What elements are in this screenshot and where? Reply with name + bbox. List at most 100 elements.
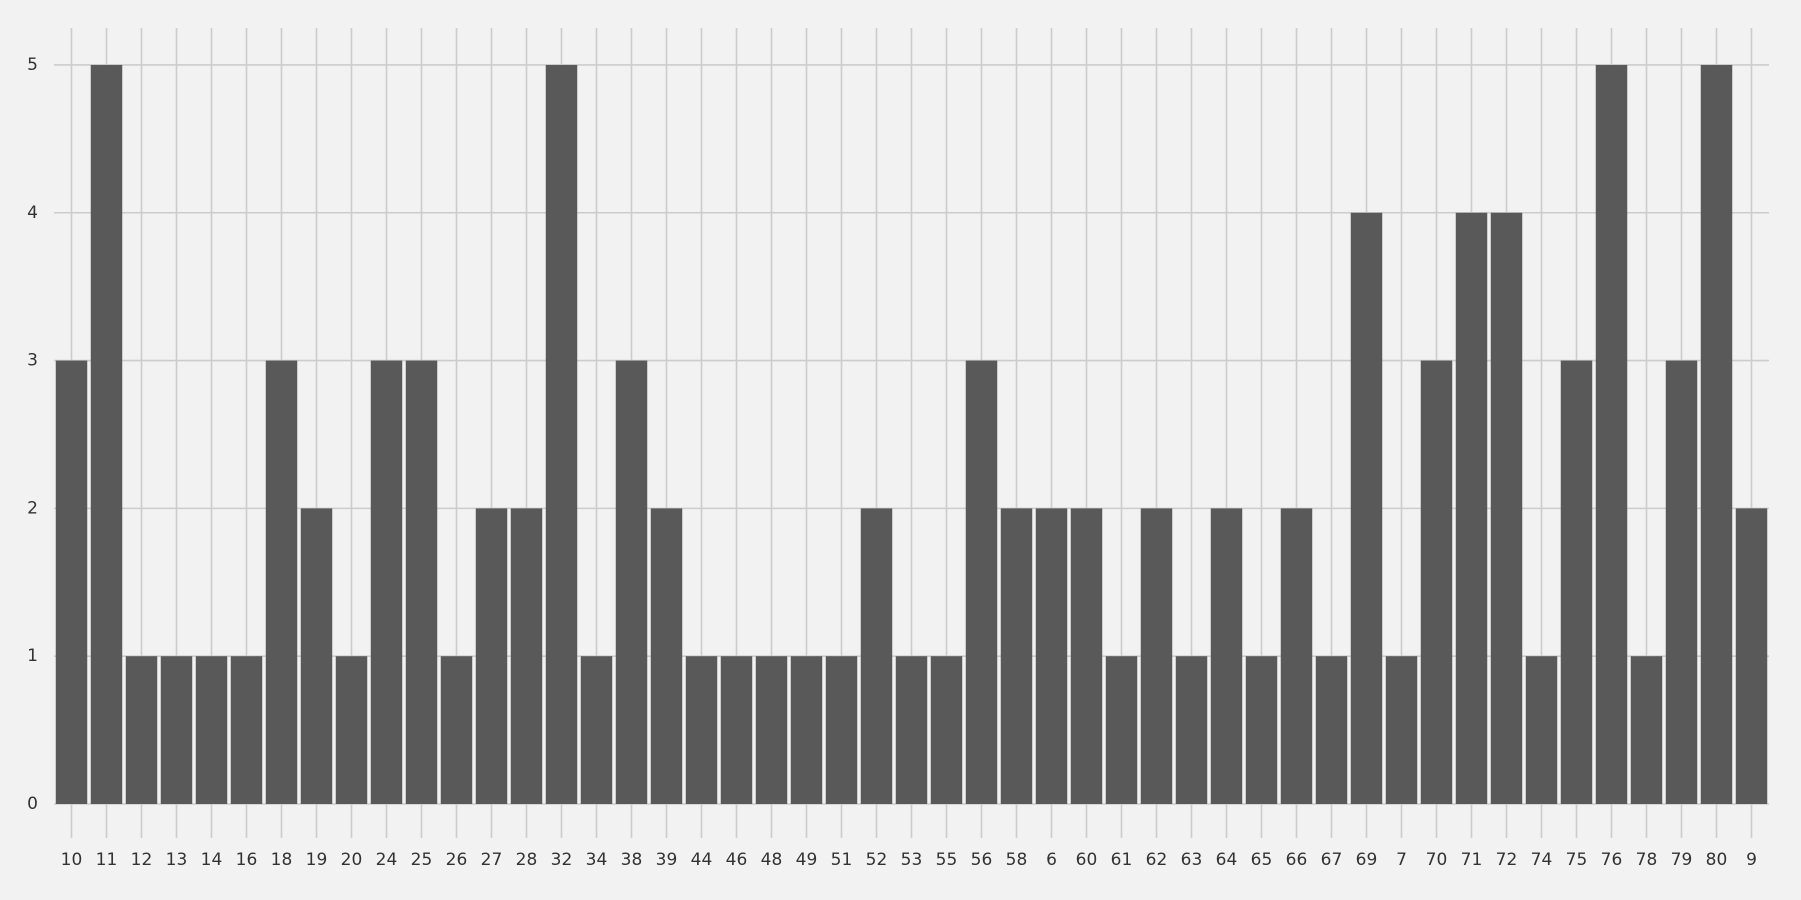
x-tick-label: 39 (656, 850, 678, 870)
bar (755, 656, 788, 804)
bar (1210, 508, 1243, 804)
x-tick-label: 9 (1746, 850, 1757, 870)
bar (1700, 64, 1733, 804)
x-tick-label: 20 (341, 850, 363, 870)
bar (475, 508, 508, 804)
bar (1735, 508, 1768, 804)
x-tick-label: 64 (1216, 850, 1238, 870)
y-tick-label: 2 (27, 498, 38, 518)
y-tick-label: 5 (27, 55, 38, 75)
x-tick-label: 56 (971, 850, 993, 870)
x-tick-label: 12 (131, 850, 153, 870)
x-tick-label: 80 (1706, 850, 1728, 870)
bar (1315, 656, 1348, 804)
x-tick-label: 32 (551, 850, 573, 870)
x-tick-label: 62 (1146, 850, 1168, 870)
y-tick-label: 1 (27, 646, 38, 666)
bar (160, 656, 193, 804)
bar (1560, 360, 1593, 804)
bar (440, 656, 473, 804)
x-tick-label: 46 (726, 850, 748, 870)
bar (1630, 656, 1663, 804)
x-tick-label: 49 (796, 850, 818, 870)
x-tick-label: 7 (1396, 850, 1407, 870)
x-tick-label: 34 (586, 850, 608, 870)
bar (1280, 508, 1313, 804)
y-tick-label: 4 (27, 203, 38, 223)
x-tick-label: 44 (691, 850, 713, 870)
bar (1525, 656, 1558, 804)
bar (825, 656, 858, 804)
bar (1420, 360, 1453, 804)
bar (860, 508, 893, 804)
x-tick-label: 60 (1076, 850, 1098, 870)
bar (1000, 508, 1033, 804)
x-tick-label: 66 (1286, 850, 1308, 870)
bar (1070, 508, 1103, 804)
bar (1455, 212, 1488, 804)
x-tick-label: 27 (481, 850, 503, 870)
x-tick-label: 61 (1111, 850, 1133, 870)
x-tick-label: 76 (1601, 850, 1623, 870)
bar (790, 656, 823, 804)
bar (685, 656, 718, 804)
x-tick-label: 10 (61, 850, 83, 870)
bar (1350, 212, 1383, 804)
bar (1595, 64, 1628, 804)
bar (510, 508, 543, 804)
x-tick-label: 13 (166, 850, 188, 870)
bar (300, 508, 333, 804)
bar (930, 656, 963, 804)
bar (195, 656, 228, 804)
bar (1665, 360, 1698, 804)
bar (1245, 656, 1278, 804)
x-tick-label: 24 (376, 850, 398, 870)
x-tick-label: 63 (1181, 850, 1203, 870)
bar (1175, 656, 1208, 804)
x-tick-label: 26 (446, 850, 468, 870)
bar (1490, 212, 1523, 804)
bar (230, 656, 263, 804)
bar (265, 360, 298, 804)
bar (370, 360, 403, 804)
bar (125, 656, 158, 804)
y-tick-label: 3 (27, 351, 38, 371)
bar (965, 360, 998, 804)
x-tick-label: 14 (201, 850, 223, 870)
x-tick-label: 53 (901, 850, 923, 870)
x-tick-label: 71 (1461, 850, 1483, 870)
bar (1105, 656, 1138, 804)
x-tick-label: 58 (1006, 850, 1028, 870)
x-tick-label: 74 (1531, 850, 1553, 870)
bar (55, 360, 88, 804)
x-tick-label: 19 (306, 850, 328, 870)
bar (405, 360, 438, 804)
x-tick-label: 11 (96, 850, 118, 870)
x-tick-label: 55 (936, 850, 958, 870)
x-tick-label: 65 (1251, 850, 1273, 870)
bar (545, 64, 578, 804)
bar (90, 64, 123, 804)
bar (1385, 656, 1418, 804)
x-tick-label: 67 (1321, 850, 1343, 870)
x-tick-label: 6 (1046, 850, 1057, 870)
bar (1140, 508, 1173, 804)
x-tick-label: 48 (761, 850, 783, 870)
x-tick-label: 38 (621, 850, 643, 870)
bar (720, 656, 753, 804)
x-tick-label: 70 (1426, 850, 1448, 870)
x-tick-label: 51 (831, 850, 853, 870)
x-tick-label: 18 (271, 850, 293, 870)
x-tick-label: 16 (236, 850, 258, 870)
bar (615, 360, 648, 804)
x-tick-label: 78 (1636, 850, 1658, 870)
x-tick-label: 79 (1671, 850, 1693, 870)
bar (1035, 508, 1068, 804)
x-tick-label: 25 (411, 850, 433, 870)
bar (895, 656, 928, 804)
bar (650, 508, 683, 804)
x-tick-label: 69 (1356, 850, 1378, 870)
y-tick-label: 0 (27, 794, 38, 814)
